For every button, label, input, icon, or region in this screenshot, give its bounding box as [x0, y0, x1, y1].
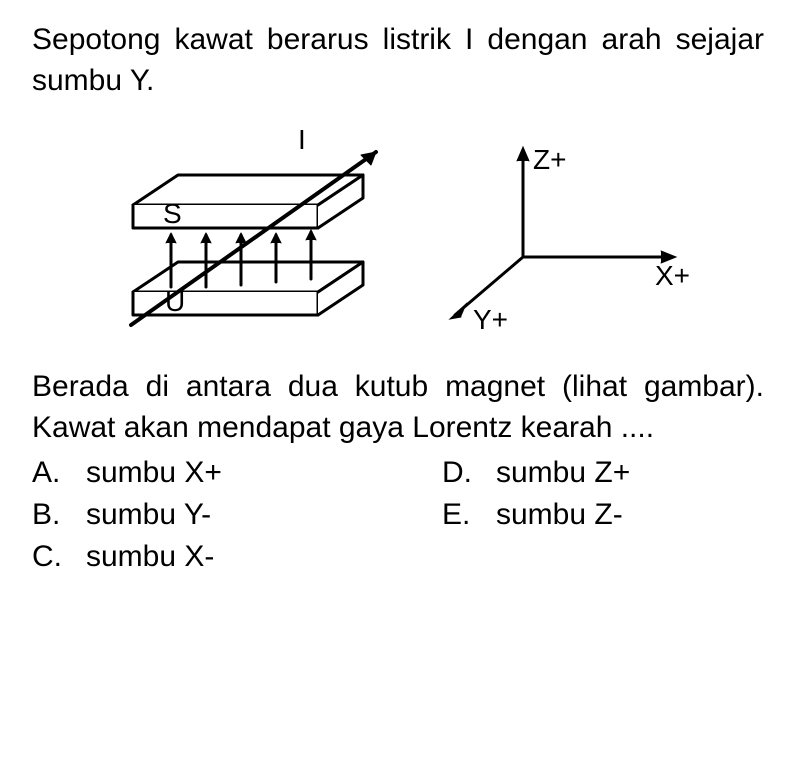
magnet-wire-diagram: I S U: [93, 117, 403, 347]
option-letter-d: D.: [442, 452, 496, 494]
option-letter-b: B.: [32, 494, 86, 536]
axis-y-label: Y+: [473, 304, 508, 335]
question-intro: Sepotong kawat berarus listrik I dengan …: [32, 20, 764, 101]
option-letter-c: C.: [32, 536, 86, 578]
axis-x-label: X+: [655, 260, 690, 291]
option-row: B. sumbu Y- E. sumbu Z-: [32, 494, 764, 536]
option-letter-e: E.: [442, 494, 496, 536]
wire-label: I: [298, 124, 306, 155]
axes-diagram: Z+ X+ Y+: [433, 127, 703, 337]
axis-z-label: Z+: [533, 144, 566, 175]
option-row: C. sumbu X-: [32, 536, 764, 578]
options-list: A. sumbu X+ D. sumbu Z+ B. sumbu Y- E. s…: [32, 452, 764, 578]
option-text-d: sumbu Z+: [496, 452, 630, 494]
figure-container: I S U Z+ X+ Y+: [32, 117, 764, 347]
option-row: A. sumbu X+ D. sumbu Z+: [32, 452, 764, 494]
top-plate-label: S: [163, 198, 182, 229]
question-body: Berada di antara dua kutub magnet (lihat…: [32, 367, 764, 448]
option-text-a: sumbu X+: [86, 452, 222, 494]
option-letter-a: A.: [32, 452, 86, 494]
bottom-plate-label: U: [165, 286, 185, 317]
option-text-e: sumbu Z-: [496, 494, 623, 536]
option-text-c: sumbu X-: [86, 536, 214, 578]
option-text-b: sumbu Y-: [86, 494, 211, 536]
